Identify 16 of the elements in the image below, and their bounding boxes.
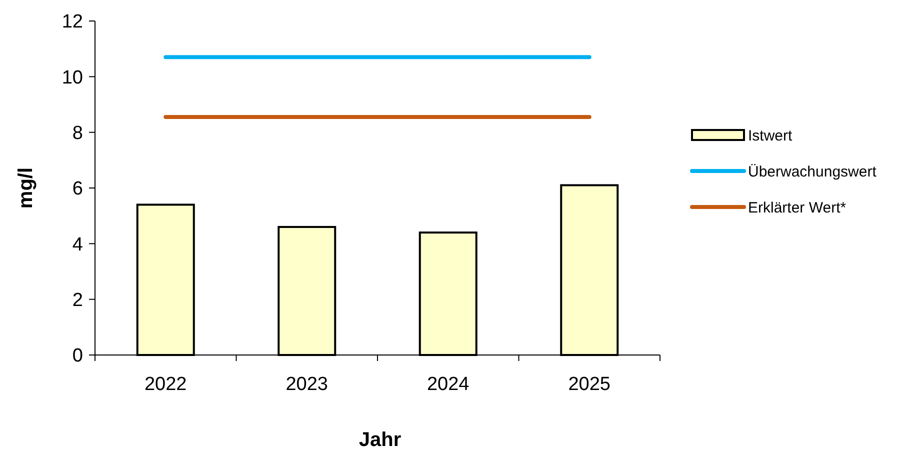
legend-label: Istwert <box>748 127 794 144</box>
legend-label: Überwachungswert <box>748 163 878 180</box>
y-axis-title: mg/l <box>15 167 37 209</box>
legend-label: Erklärter Wert* <box>748 199 846 216</box>
x-tick-label: 2024 <box>426 374 470 395</box>
x-axis-title: Jahr <box>358 429 402 451</box>
x-tick-label: 2022 <box>144 374 187 395</box>
y-tick-label: 12 <box>62 12 83 33</box>
y-tick-label: 10 <box>62 67 83 88</box>
y-tick-label: 2 <box>72 290 83 311</box>
y-tick-label: 0 <box>72 346 83 367</box>
y-tick-label: 6 <box>72 178 83 200</box>
y-tick-label: 4 <box>72 234 84 256</box>
y-tick-label: 8 <box>72 122 83 144</box>
x-tick-label: 2025 <box>568 374 611 395</box>
x-tick-label: 2023 <box>286 374 328 395</box>
